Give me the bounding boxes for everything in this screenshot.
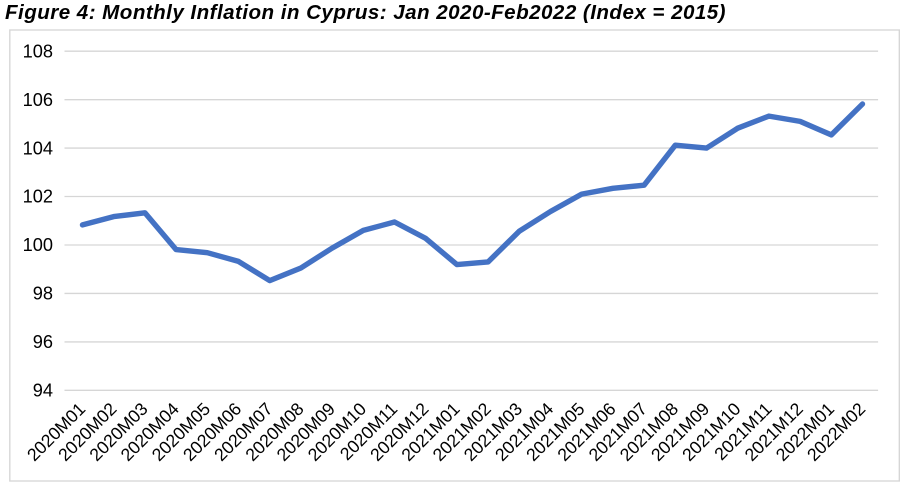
svg-text:102: 102 [23, 187, 53, 207]
svg-text:106: 106 [23, 90, 53, 110]
svg-text:Figure 4: Monthly Inflation in: Figure 4: Monthly Inflation in Cyprus: J… [5, 1, 726, 24]
svg-text:104: 104 [23, 138, 53, 158]
svg-text:100: 100 [23, 235, 53, 255]
svg-text:98: 98 [33, 284, 53, 304]
svg-text:96: 96 [33, 332, 53, 352]
svg-text:108: 108 [23, 41, 53, 61]
svg-text:94: 94 [33, 381, 53, 401]
